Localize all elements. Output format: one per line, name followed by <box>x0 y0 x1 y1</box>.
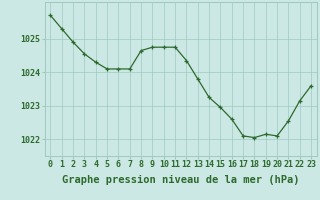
X-axis label: Graphe pression niveau de la mer (hPa): Graphe pression niveau de la mer (hPa) <box>62 175 300 185</box>
